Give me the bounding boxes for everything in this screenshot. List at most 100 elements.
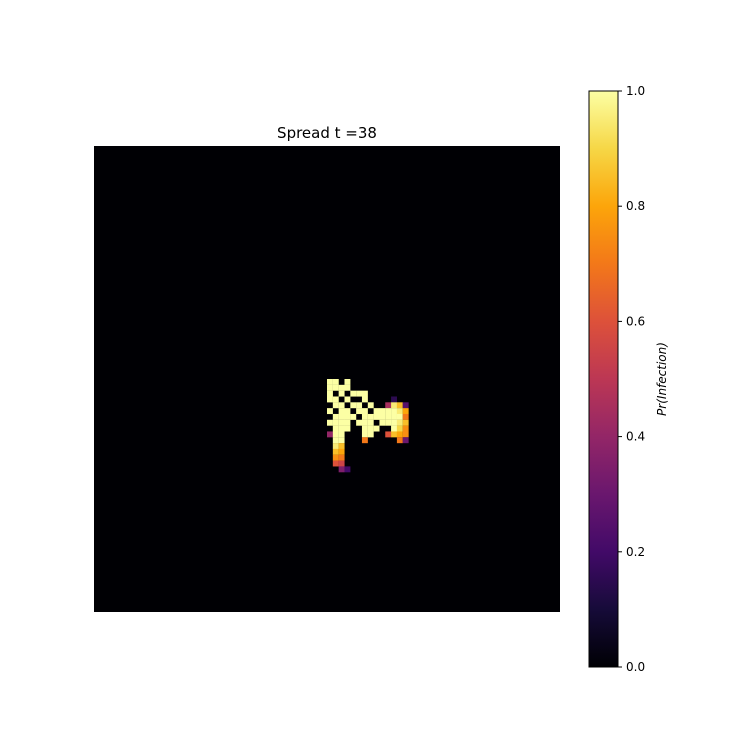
heatmap-cell (361, 419, 368, 426)
heatmap-cell (396, 425, 403, 432)
heatmap-cell (402, 413, 409, 420)
heatmap-cell (338, 384, 345, 391)
heatmap-cell (402, 425, 409, 432)
colorbar-label: Pr(Infection) (655, 342, 669, 416)
heatmap-cell (396, 408, 403, 415)
heatmap-cell (402, 419, 409, 426)
heatmap-cell (332, 419, 339, 426)
heatmap-plot-area (94, 146, 560, 612)
heatmap-cell (338, 431, 345, 438)
heatmap-cell (402, 402, 409, 409)
heatmap-cell (361, 390, 368, 397)
heatmap-cell (373, 408, 380, 415)
heatmap-cell (327, 408, 333, 415)
heatmap-cell (391, 396, 397, 403)
heatmap-cell (332, 413, 339, 420)
heatmap-cell (356, 390, 363, 397)
heatmap-cell (367, 425, 374, 432)
heatmap-cell (367, 431, 374, 438)
colorbar-ticks: 0.0 0.2 0.4 0.6 0.8 1.0 (618, 84, 645, 674)
heatmap-cell (332, 448, 339, 455)
heatmap-cell (402, 431, 409, 438)
heatmap-cell (385, 419, 392, 426)
heatmap-cell (396, 402, 403, 409)
heatmap-cell (327, 431, 333, 438)
heatmap-cell (350, 413, 357, 420)
heatmap-cell (396, 431, 403, 438)
heatmap-cell (356, 402, 363, 409)
heatmap-cell (338, 437, 345, 444)
heatmap-cell (361, 431, 368, 438)
heatmap-cell (391, 419, 397, 426)
heatmap-cell (385, 431, 392, 438)
colorbar: 0.0 0.2 0.4 0.6 0.8 1.0 Pr(Infection) (588, 84, 669, 674)
heatmap-cell (338, 448, 345, 455)
heatmap-cell (327, 379, 333, 385)
heatmap-cell (338, 419, 345, 426)
heatmap-cell (344, 466, 351, 473)
heatmap-cell (373, 413, 380, 420)
heatmap-cell (327, 390, 333, 397)
heatmap-cell (338, 413, 345, 420)
heatmap-cell (391, 402, 397, 409)
colorbar-tick-label: 0.4 (626, 430, 645, 444)
heatmap-cell (391, 425, 397, 432)
heatmap-cell (332, 379, 339, 385)
heatmap-cell (385, 402, 392, 409)
heatmap-cell (344, 425, 351, 432)
heatmap-cells (327, 379, 409, 473)
chart-title: Spread t =38 (277, 124, 377, 142)
heatmap-cell (396, 413, 403, 420)
heatmap-cell (332, 396, 339, 403)
heatmap-cell (338, 390, 345, 397)
colorbar-tick-label: 0.6 (626, 314, 645, 328)
heatmap-cell (385, 413, 392, 420)
heatmap-cell (396, 419, 403, 426)
heatmap-cell (379, 413, 386, 420)
heatmap-cell (344, 413, 351, 420)
heatmap-cell (402, 437, 409, 444)
heatmap-cell (344, 408, 351, 415)
heatmap-cell (361, 437, 368, 444)
heatmap-cell (350, 390, 357, 397)
heatmap-cell (391, 413, 397, 420)
heatmap-cell (338, 402, 345, 409)
heatmap-cell (396, 437, 403, 444)
heatmap-cell (332, 402, 339, 409)
heatmap-cell (332, 454, 339, 461)
heatmap-cell (350, 402, 357, 409)
heatmap-cell (379, 419, 386, 426)
heatmap-cell (379, 408, 386, 415)
heatmap-cell (361, 413, 368, 420)
heatmap-cell (338, 425, 345, 432)
heatmap-cell (338, 466, 345, 473)
heatmap-cell (338, 460, 345, 467)
colorbar-gradient (588, 90, 619, 668)
heatmap-cell (402, 408, 409, 415)
colorbar-tick-label: 0.8 (626, 199, 645, 213)
heatmap-cell (391, 431, 397, 438)
heatmap-cell (361, 425, 368, 432)
heatmap-cell (367, 419, 374, 426)
heatmap-cell (367, 413, 374, 420)
heatmap-cell (391, 408, 397, 415)
heatmap-cell (332, 443, 339, 449)
heatmap-cell (332, 431, 339, 438)
colorbar-tick-label: 0.0 (626, 660, 645, 674)
heatmap-cell (332, 425, 339, 432)
heatmap-cell (344, 384, 351, 391)
heatmap-cell (327, 384, 333, 391)
heatmap-cell (361, 396, 368, 403)
heatmap-cell (367, 402, 374, 409)
heatmap-cell (373, 425, 380, 432)
heatmap-cell (356, 408, 363, 415)
heatmap-cell (344, 419, 351, 426)
heatmap-cell (338, 443, 345, 449)
heatmap-cell (332, 460, 339, 467)
heatmap-cell (344, 379, 351, 385)
heatmap-cell (385, 408, 392, 415)
heatmap-cell (327, 419, 333, 426)
colorbar-tick-label: 0.2 (626, 545, 645, 559)
heatmap-cell (356, 419, 363, 426)
